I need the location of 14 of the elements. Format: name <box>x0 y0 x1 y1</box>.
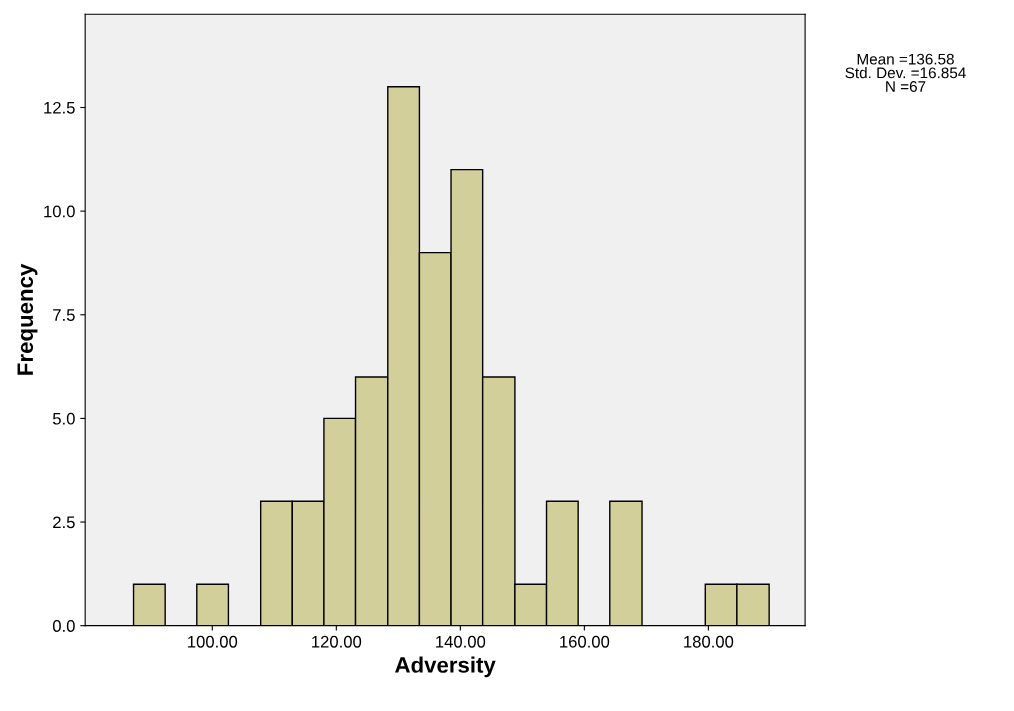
y-tick-label: 0.0 <box>52 620 75 632</box>
y-tick-label: 12.5 <box>44 101 75 114</box>
x-tick-label: 160.00 <box>560 635 610 648</box>
x-tick-label: 100.00 <box>188 635 238 648</box>
text: Mean =136.58 Std. Dev. =16.854 N =67 <box>845 53 966 92</box>
x-axis-title: Adversity <box>395 656 496 678</box>
y-axis-title: Frequency <box>17 263 38 375</box>
x-tick-label: 180.00 <box>684 635 734 648</box>
x-tick-label: 140.00 <box>436 635 486 648</box>
y-tick-label: 2.5 <box>53 516 75 529</box>
y-tick-label: 5.0 <box>52 412 75 425</box>
x-tick-label: 120.00 <box>312 635 362 648</box>
y-tick-label: 10.0 <box>44 205 75 218</box>
y-tick-label: 7.5 <box>53 309 75 321</box>
